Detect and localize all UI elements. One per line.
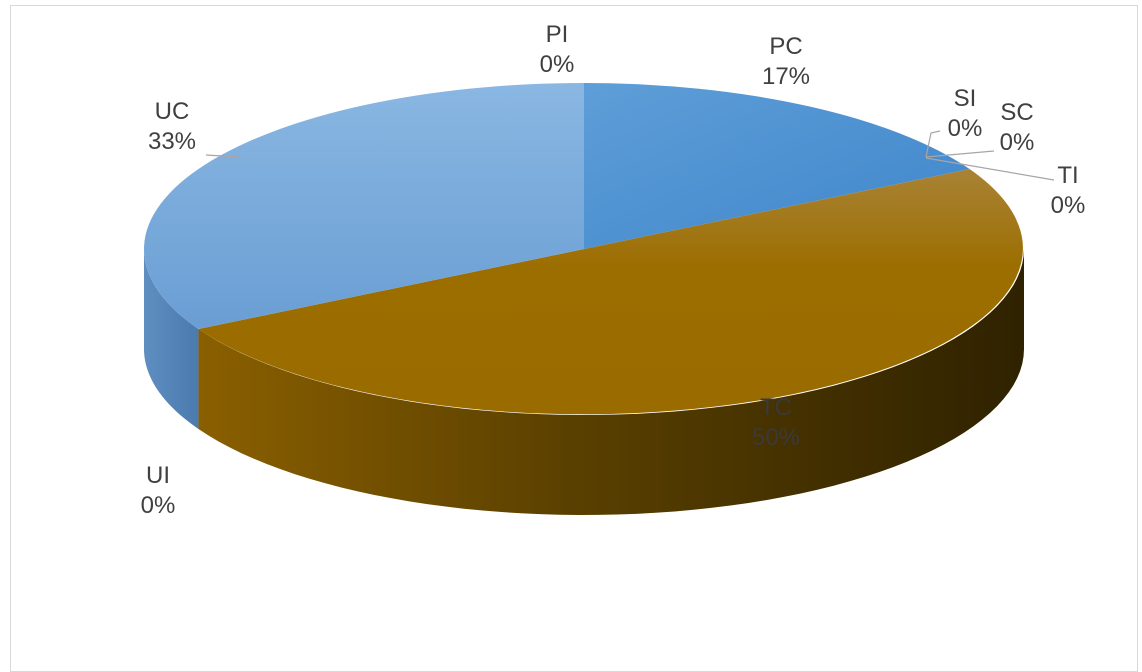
label-category-pc: PC <box>769 33 802 60</box>
data-label-pi: PI 0% <box>540 21 575 78</box>
data-labels: PI 0% PC 17% SI 0% SC 0% TI 0% TC 50% UI 0% UC 33% <box>141 21 1086 519</box>
label-category-ui: UI <box>146 462 170 489</box>
label-percent-sc: 0% <box>1000 129 1035 156</box>
label-percent-si: 0% <box>948 115 983 142</box>
label-percent-ui: 0% <box>141 492 176 519</box>
label-percent-pi: 0% <box>540 51 575 78</box>
label-category-tc: TC <box>760 394 792 421</box>
leader-line-sc <box>925 150 995 158</box>
label-percent-pc: 17% <box>762 63 810 90</box>
label-percent-tc: 50% <box>752 424 800 451</box>
pie-slice-pc <box>584 83 970 249</box>
data-label-uc: UC 33% <box>148 98 196 155</box>
pie-sides <box>144 249 1024 515</box>
label-percent-uc: 33% <box>148 128 196 155</box>
data-label-pc: PC 17% <box>762 33 810 90</box>
pie-slice-uc <box>144 83 584 329</box>
data-label-tc: TC 50% <box>752 394 800 451</box>
pie-side-uc <box>144 249 199 429</box>
leader-line-uc <box>205 154 241 158</box>
pie-side-tc <box>198 249 1024 515</box>
label-category-sc: SC <box>1000 99 1033 126</box>
data-label-ui: UI 0% <box>141 462 176 519</box>
label-category-pi: PI <box>546 21 569 48</box>
leader-lines <box>205 130 1055 181</box>
pie-slice-tc <box>198 169 1023 415</box>
pie-tops <box>144 83 1023 415</box>
leader-line-si <box>925 130 941 158</box>
data-label-ti: TI 0% <box>1051 162 1086 219</box>
label-category-si: SI <box>954 85 977 112</box>
data-label-si: SI 0% <box>948 85 983 142</box>
label-category-ti: TI <box>1057 162 1078 189</box>
label-category-uc: UC <box>155 98 190 125</box>
data-label-sc: SC 0% <box>1000 99 1035 156</box>
label-percent-ti: 0% <box>1051 192 1086 219</box>
leader-line-ti <box>925 157 1055 181</box>
